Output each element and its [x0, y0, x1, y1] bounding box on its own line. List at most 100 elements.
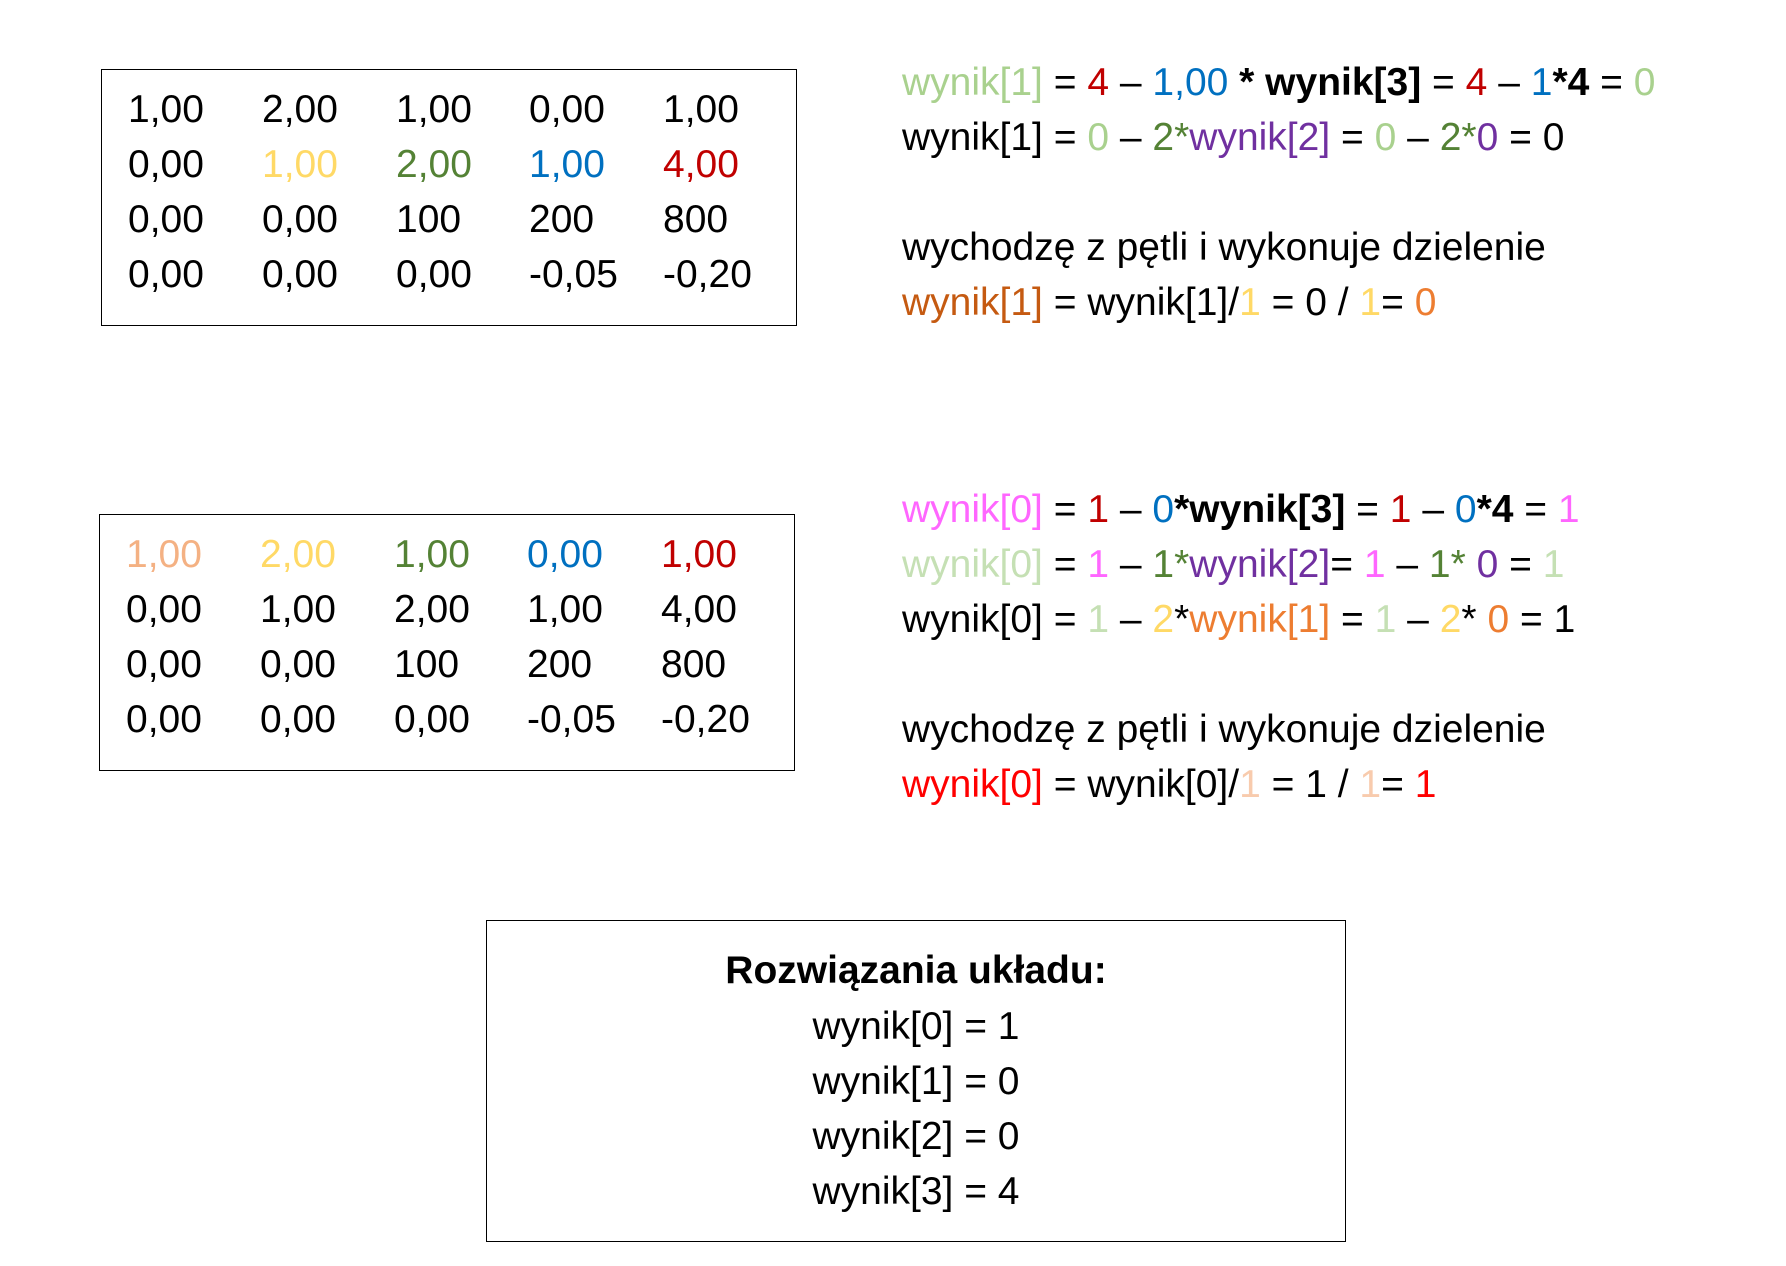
- matrix-cell: 1,00: [527, 588, 603, 631]
- matrix-cell: -0,20: [663, 253, 752, 296]
- equation-line: wynik[0] = 1 – 2*wynik[1] = 1 – 2* 0 = 1: [902, 592, 1575, 648]
- matrix-cell: 0,00: [262, 253, 338, 296]
- equation-segment: 1: [1359, 763, 1382, 806]
- equation-segment: 0: [1152, 488, 1175, 531]
- equation-segment: 1: [1239, 281, 1261, 324]
- matrix-cell: -0,20: [661, 698, 750, 741]
- equation-segment: wynik[0]: [902, 543, 1043, 586]
- matrix-cell: 0,00: [128, 253, 204, 296]
- equation-segment: =: [1330, 116, 1375, 159]
- result-line-0: wynik[0] = 1: [812, 1005, 1020, 1048]
- matrix-cell: 0,00: [260, 698, 336, 741]
- matrix-cell: 0,00: [396, 253, 472, 296]
- equation-segment: wynik[0]: [902, 488, 1043, 531]
- equation-segment: 1: [1087, 488, 1110, 531]
- equation-line: wynik[1] = 0 – 2*wynik[2] = 0 – 2*0 = 0: [902, 110, 1564, 166]
- matrix-row: 0,00 1,00 2,00 1,00 4,00: [100, 582, 794, 638]
- matrix-table-bottom: 1,00 2,00 1,00 0,00 1,00 0,00 1,00 2,00 1,00 4,00…: [99, 514, 795, 771]
- matrix-cell: 1,00: [128, 88, 204, 131]
- equation-segment: =: [1513, 488, 1558, 531]
- matrix-cell: 0,00: [529, 88, 605, 131]
- equation-line: wynik[0] = 1 – 1*wynik[2]= 1 – 1* 0 = 1: [902, 537, 1564, 593]
- matrix-cell: 4,00: [663, 143, 739, 186]
- equation-segment: wynik[0]: [902, 763, 1043, 806]
- equation-segment: 1: [1530, 61, 1553, 104]
- matrix-row: 0,00 0,00 0,00 -0,05 -0,20: [100, 692, 794, 748]
- equation-segment: =: [1042, 543, 1088, 586]
- equation-line: wynik[1] = wynik[1]/1 = 0 / 1= 0: [902, 275, 1436, 331]
- equation-segment: = 0: [1498, 116, 1565, 159]
- matrix-table-top: 1,00 2,00 1,00 0,00 1,00 0,00 1,00 2,00 1,00 4,00…: [101, 69, 797, 326]
- equation-segment: =: [1589, 61, 1634, 104]
- matrix-cell: 0,00: [126, 588, 202, 631]
- matrix-cell: -0,05: [527, 698, 616, 741]
- equation-segment: =: [1381, 763, 1415, 806]
- matrix-cell: 0,00: [126, 698, 202, 741]
- matrix-cell: -0,05: [529, 253, 618, 296]
- matrix-cell: 200: [529, 198, 595, 241]
- matrix-cell: 1,00: [396, 88, 472, 131]
- matrix-cell: 800: [661, 643, 727, 686]
- equation-segment: –: [1109, 488, 1153, 531]
- equation-segment: –: [1487, 61, 1531, 104]
- equation-segment: =: [1330, 598, 1375, 641]
- matrix-cell: 0,00: [527, 533, 603, 576]
- matrix-row: 0,00 1,00 2,00 1,00 4,00: [102, 137, 796, 193]
- result-title: Rozwiązania układu:: [725, 949, 1107, 992]
- equation-segment: 1*: [1152, 543, 1190, 586]
- equation-line: wychodzę z pętli i wykonuje dzielenie: [902, 702, 1546, 758]
- matrix-cell: 1,00: [663, 88, 739, 131]
- equation-line: wychodzę z pętli i wykonuje dzielenie: [902, 220, 1546, 276]
- equation-segment: –: [1109, 598, 1153, 641]
- equation-segment: =: [1042, 61, 1088, 104]
- equation-segment: 1: [1363, 543, 1386, 586]
- equation-segment: wynik[1]: [902, 281, 1043, 324]
- equation-segment: 0: [1414, 281, 1437, 324]
- matrix-row: 1,00 2,00 1,00 0,00 1,00: [102, 82, 796, 138]
- matrix-cell: 0,00: [126, 643, 202, 686]
- equation-line: wynik[0] = 1 – 0*wynik[3] = 1 – 0*4 = 1: [902, 482, 1580, 538]
- equation-segment: wychodzę z pętli i wykonuje dzielenie: [902, 708, 1546, 751]
- matrix-cell: 2,00: [394, 588, 470, 631]
- equation-segment: 1: [1359, 281, 1382, 324]
- matrix-cell: 200: [527, 643, 593, 686]
- equation-segment: 1: [1374, 598, 1397, 641]
- result-line-2: wynik[2] = 0: [812, 1115, 1020, 1158]
- equation-segment: –: [1396, 598, 1440, 641]
- equation-segment: = 0 /: [1260, 281, 1360, 324]
- matrix-cell: 2,00: [262, 88, 338, 131]
- equation-segment: 4: [1465, 61, 1488, 104]
- matrix-cell: 0,00: [260, 643, 336, 686]
- matrix-cell: 1,00: [262, 143, 338, 186]
- equation-segment: 0: [1476, 543, 1499, 586]
- matrix-cell: 100: [396, 198, 462, 241]
- equation-segment: wynik[0] =: [902, 598, 1088, 641]
- equation-segment: = wynik[1]/: [1042, 281, 1240, 324]
- equation-segment: wynik[2]: [1189, 543, 1331, 586]
- equation-segment: 2: [1439, 598, 1462, 641]
- equation-segment: –: [1411, 488, 1455, 531]
- equation-line: wynik[1] = 4 – 1,00 * wynik[3] = 4 – 1*4…: [902, 55, 1655, 111]
- matrix-cell: 0,00: [394, 698, 470, 741]
- equation-segment: 4: [1087, 61, 1110, 104]
- equation-segment: 1: [1087, 543, 1110, 586]
- matrix-row: 0,00 0,00 0,00 -0,05 -0,20: [102, 247, 796, 303]
- equation-segment: 0: [1633, 61, 1656, 104]
- equation-segment: *4: [1476, 488, 1514, 531]
- equation-segment: –: [1385, 543, 1429, 586]
- equation-segment: 0: [1487, 598, 1510, 641]
- equation-segment: =: [1345, 488, 1390, 531]
- matrix-cell: 2,00: [396, 143, 472, 186]
- matrix-cell: 1,00: [260, 588, 336, 631]
- equation-segment: wynik[2]: [1189, 116, 1331, 159]
- equation-segment: 1: [1087, 598, 1110, 641]
- equation-segment: = wynik[0]/: [1042, 763, 1240, 806]
- equation-segment: * wynik[3]: [1228, 61, 1422, 104]
- result-box: Rozwiązania układu: wynik[0] = 1 wynik[1…: [486, 920, 1346, 1242]
- equation-segment: wynik[1] =: [902, 116, 1088, 159]
- matrix-cell: 0,00: [128, 143, 204, 186]
- matrix-cell: 1,00: [529, 143, 605, 186]
- equation-segment: *: [1461, 598, 1488, 641]
- matrix-row: 0,00 0,00 100 200 800: [100, 637, 794, 693]
- equation-segment: =: [1421, 61, 1466, 104]
